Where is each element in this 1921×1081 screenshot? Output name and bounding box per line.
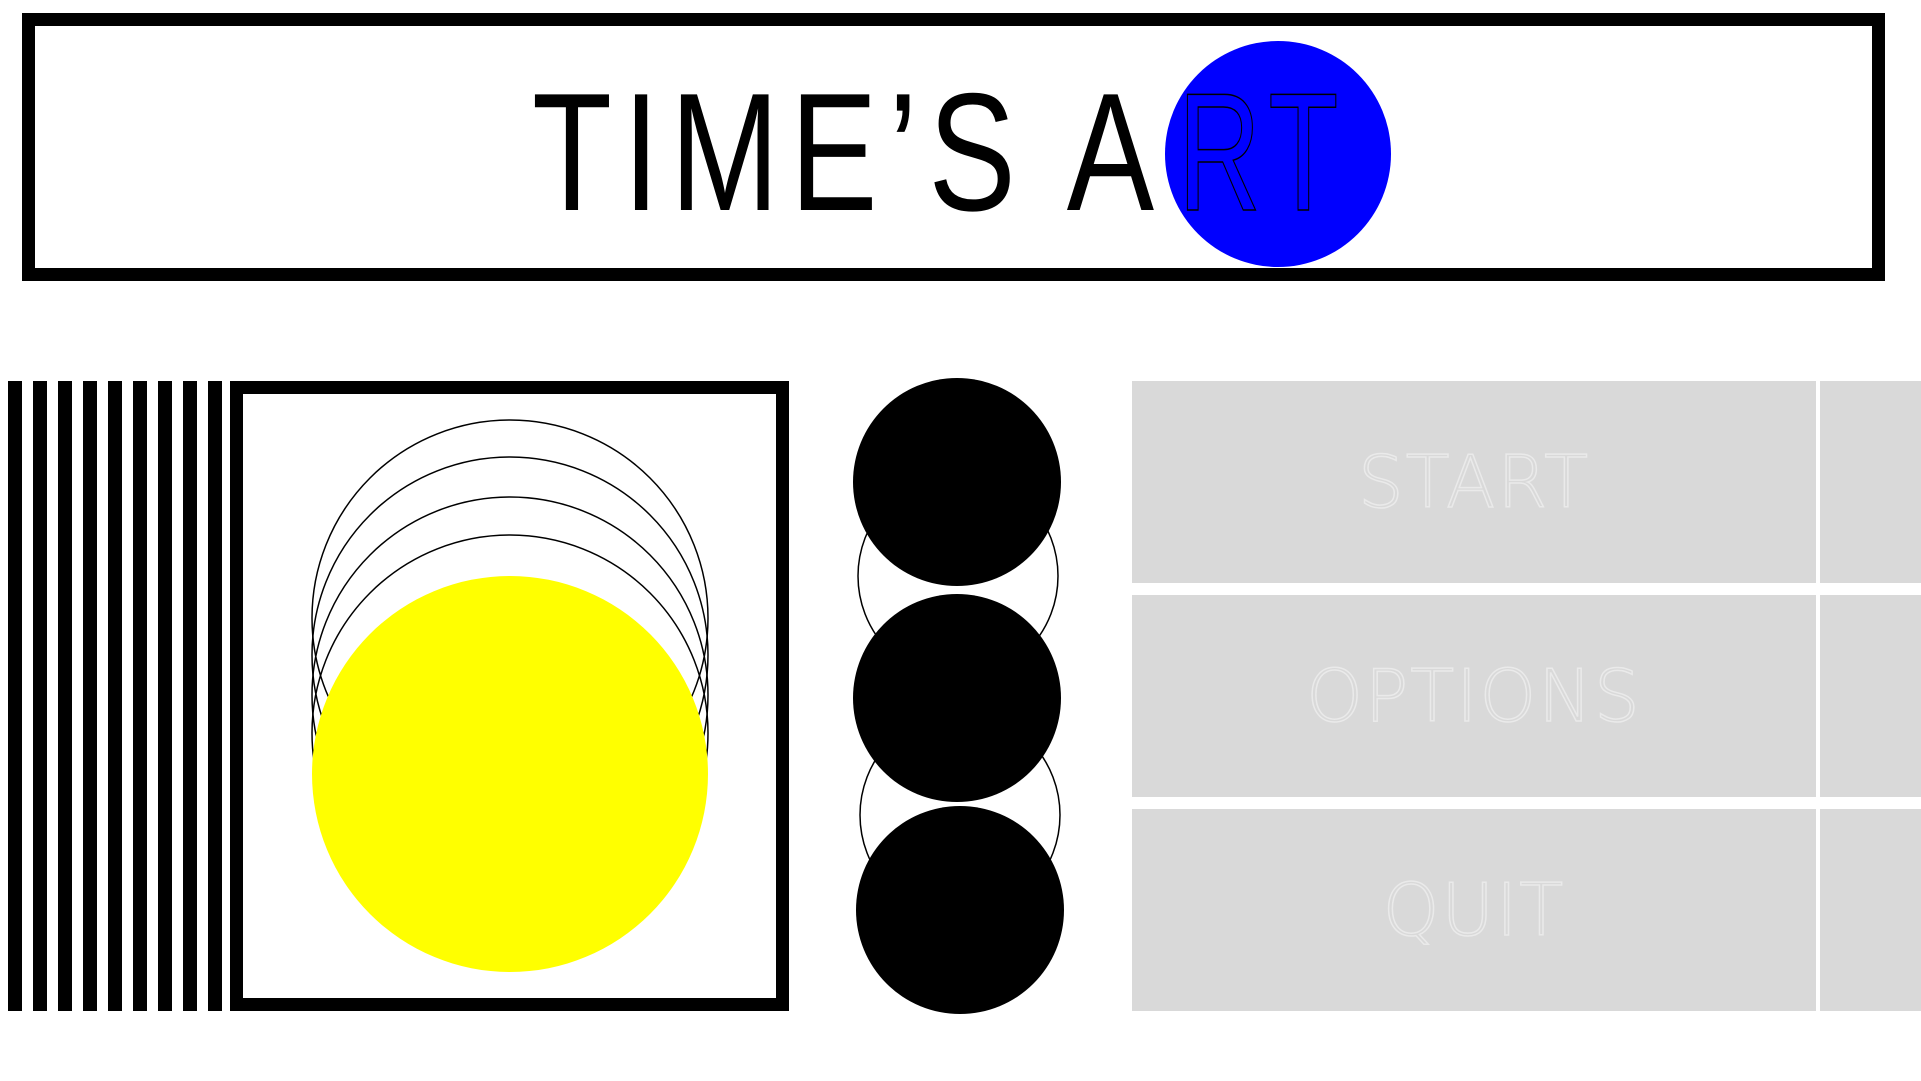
menu-row-quit: QUIT: [1132, 809, 1921, 1011]
menu-side-panel: [1820, 595, 1921, 797]
black-circle: [853, 378, 1061, 586]
stripe: [83, 381, 97, 1011]
title-graphic: TIME’S A RT: [532, 41, 1391, 267]
stripe-pattern: [8, 381, 228, 1011]
stripe: [208, 381, 222, 1011]
art-frame: [230, 381, 789, 1011]
game-title-prefix: TIME’S A: [532, 58, 1165, 246]
blue-circle: [1165, 41, 1391, 267]
stripe: [8, 381, 22, 1011]
outline-circle: [857, 472, 1059, 680]
start-button[interactable]: START: [1132, 381, 1816, 583]
game-title-suffix: RT: [1178, 58, 1348, 246]
stripe: [58, 381, 72, 1011]
quit-button[interactable]: QUIT: [1132, 809, 1816, 1011]
stripe: [108, 381, 122, 1011]
title-banner: [22, 13, 1885, 281]
stripe: [133, 381, 147, 1011]
menu-row-options: OPTIONS: [1132, 595, 1921, 797]
outline-circle: [859, 711, 1061, 919]
options-button[interactable]: OPTIONS: [1132, 595, 1816, 797]
stripe: [158, 381, 172, 1011]
menu-side-panel: [1820, 381, 1921, 583]
black-circle: [853, 594, 1061, 802]
black-circle: [856, 806, 1064, 1014]
stripe: [183, 381, 197, 1011]
stripe: [33, 381, 47, 1011]
menu-side-panel: [1820, 809, 1921, 1011]
menu-row-start: START: [1132, 381, 1921, 583]
